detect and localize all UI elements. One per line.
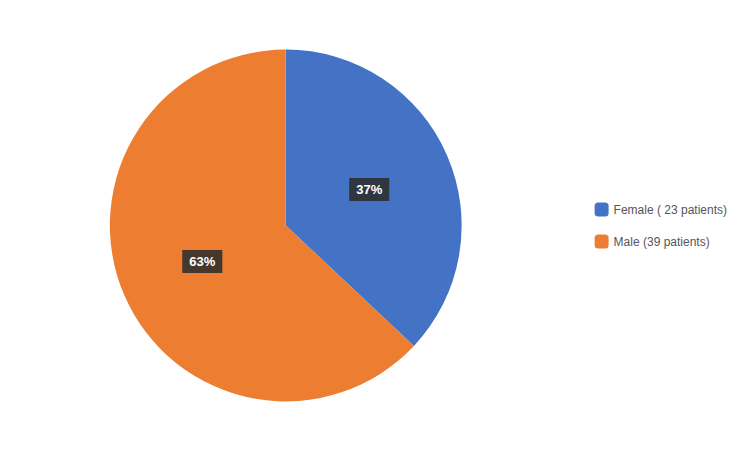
svg-text:Female ( 23 patients): Female ( 23 patients) <box>614 203 727 217</box>
svg-text:Male (39 patients): Male (39 patients) <box>614 235 710 249</box>
svg-text:37%: 37% <box>356 182 382 197</box>
svg-text:63%: 63% <box>189 254 215 269</box>
